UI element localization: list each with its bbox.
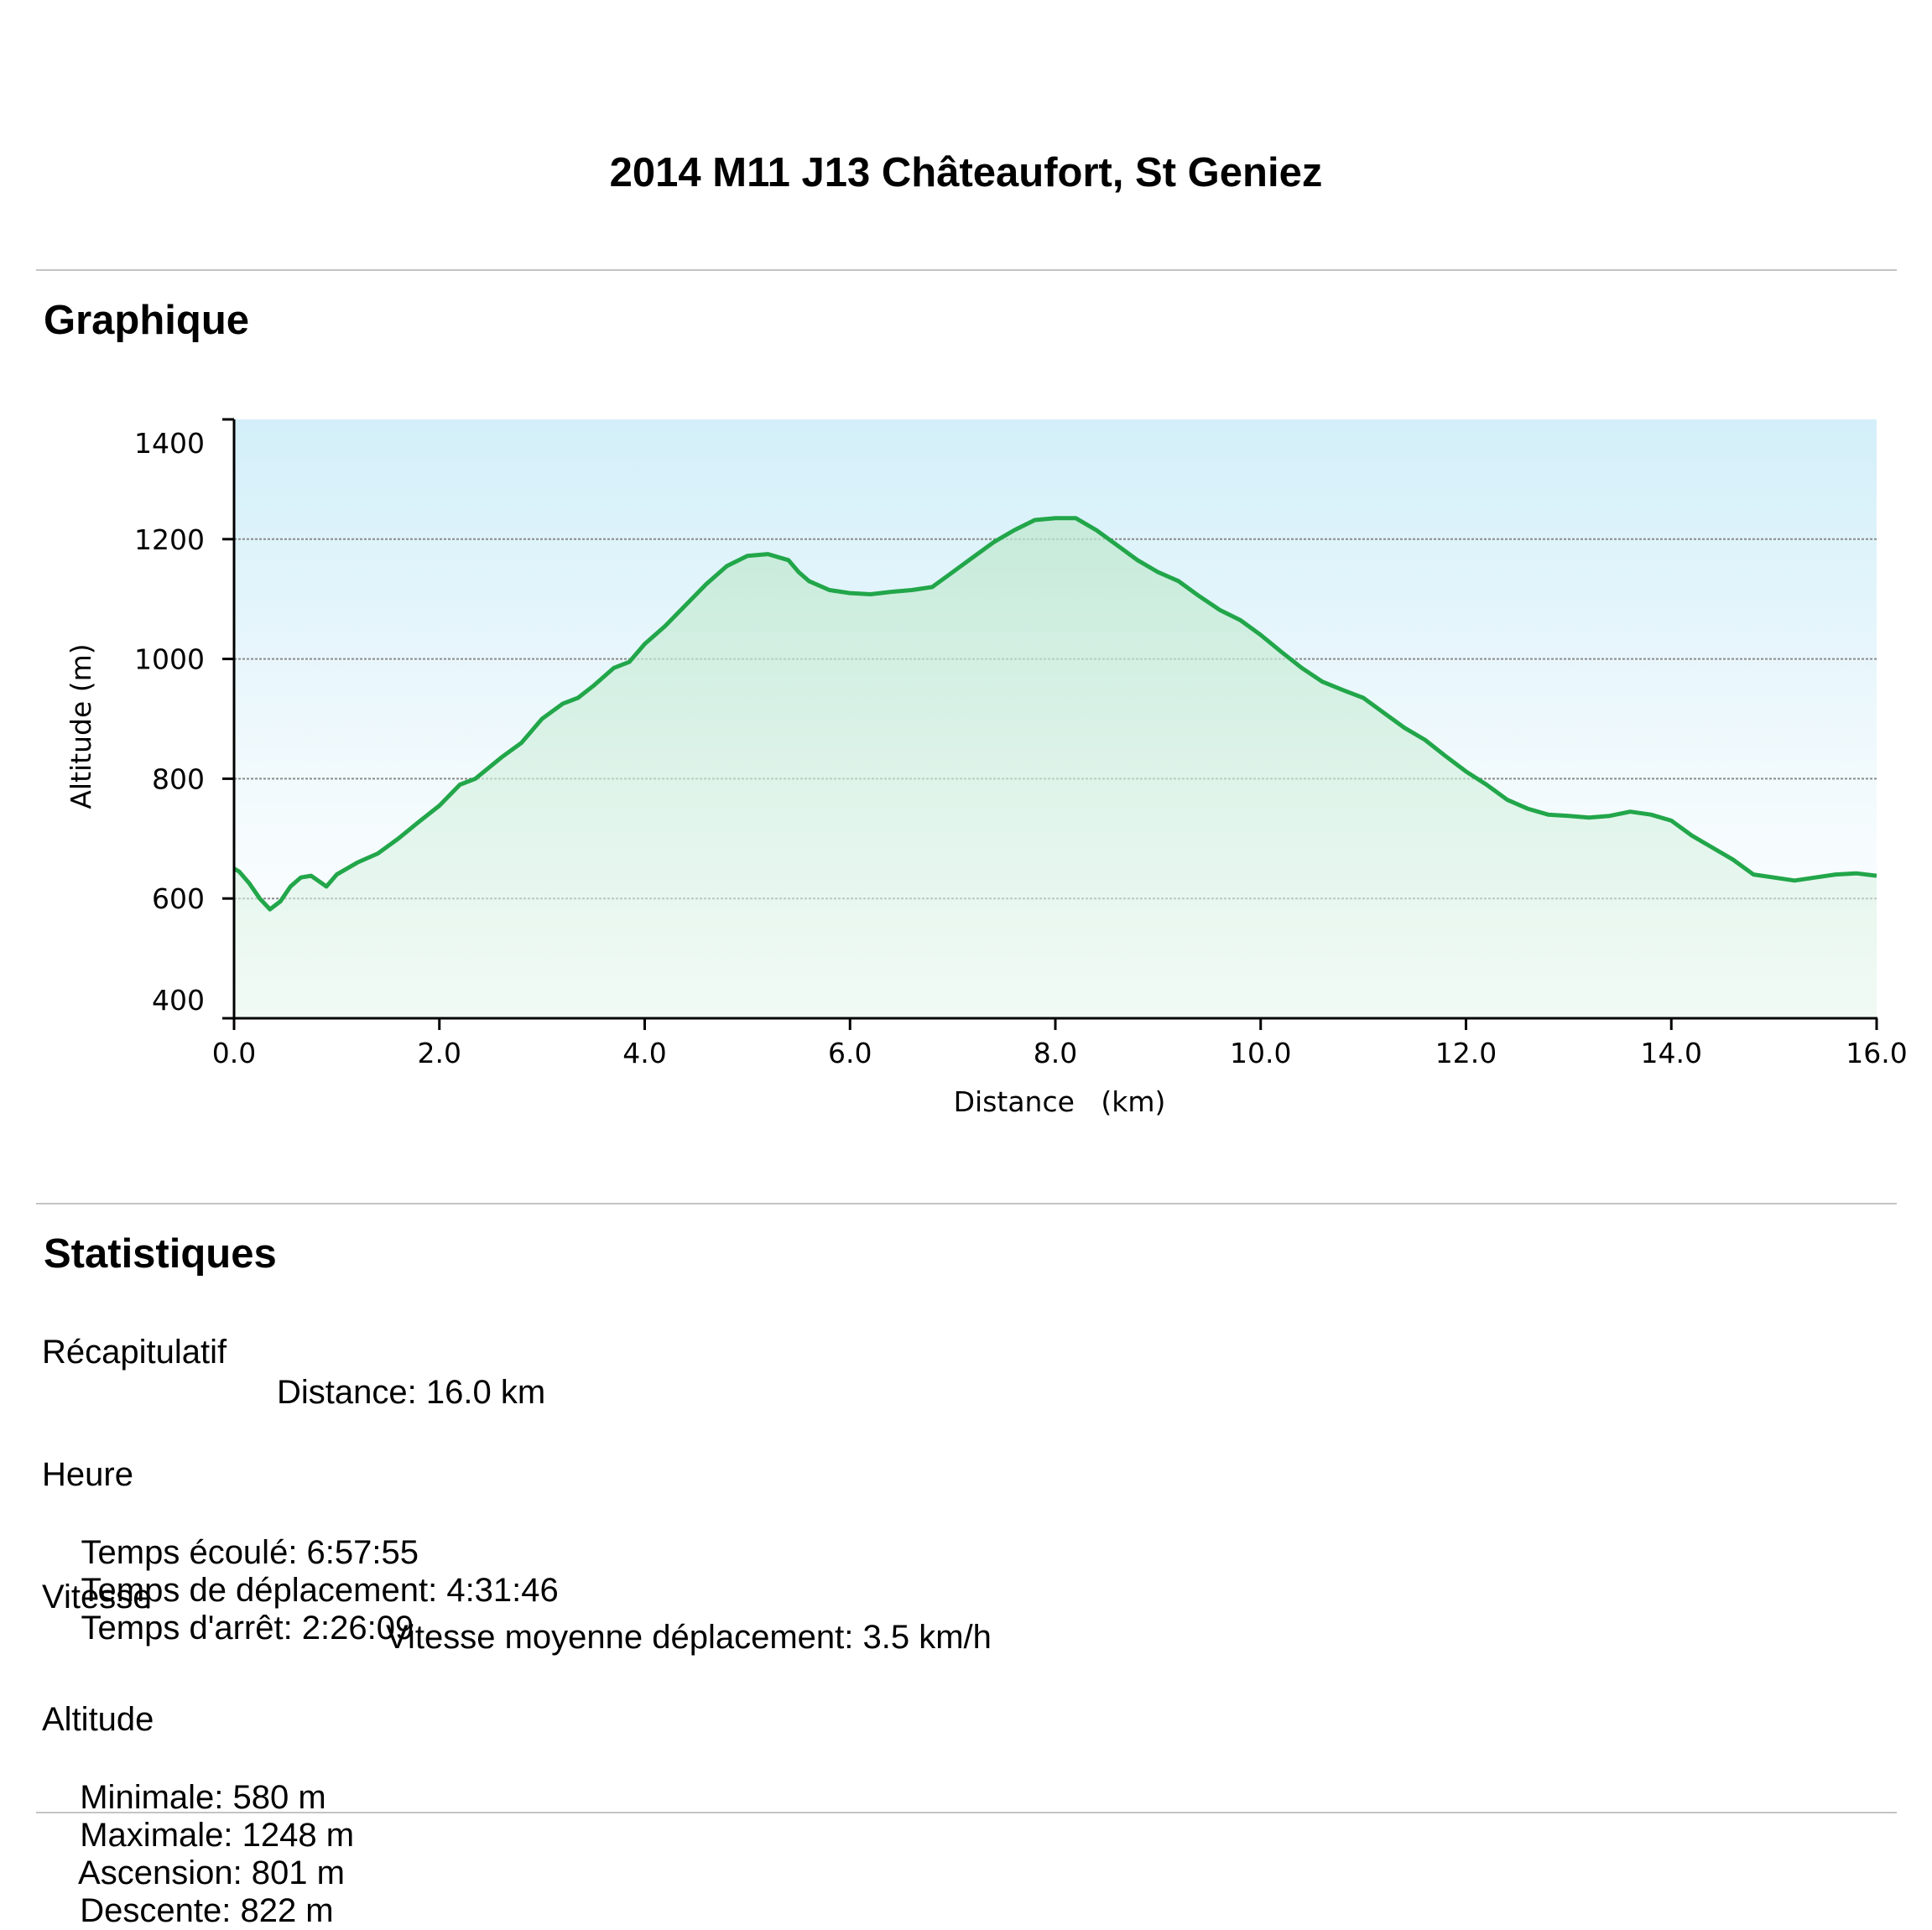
x-tick-label: 4.0 bbox=[622, 1037, 666, 1069]
time-stats: Temps écoulé: 6:57:55 Temps de déplaceme… bbox=[63, 1496, 581, 1647]
x-axis-label: Distance (km) bbox=[954, 1085, 1166, 1118]
y-tick-label: 1200 bbox=[134, 523, 205, 556]
average-moving-speed: Vitesse moyenne déplacement: 3.5 km/h bbox=[386, 1619, 992, 1656]
y-axis-label: Altitude (m) bbox=[65, 643, 97, 809]
stats-section-heading: Statistiques bbox=[44, 1231, 277, 1277]
elevation-chart: 0.0 2.0 4.0 6.0 8.0 10.0 12.0 14.0 16.0 400 600 80… bbox=[65, 418, 1908, 1118]
y-tick-label: 400 bbox=[152, 984, 205, 1017]
recap-heading: Récapitulatif bbox=[42, 1334, 227, 1371]
altitude-heading: Altitude bbox=[42, 1701, 154, 1738]
x-tick-label: 14.0 bbox=[1641, 1037, 1702, 1069]
y-tick-label: 600 bbox=[152, 882, 205, 915]
elevation-area bbox=[234, 518, 1877, 1018]
divider bbox=[36, 269, 1897, 271]
x-tick-label: 6.0 bbox=[828, 1037, 872, 1069]
altitude-stats: Minimale: 580 m Maximale: 1248 m Ascensi… bbox=[61, 1741, 376, 1930]
divider bbox=[36, 1812, 1897, 1813]
min-altitude: Minimale: 580 m bbox=[80, 1779, 326, 1816]
max-altitude: Maximale: 1248 m bbox=[80, 1817, 355, 1854]
x-tick-label: 10.0 bbox=[1230, 1037, 1291, 1069]
recap-distance: Distance: 16.0 km bbox=[277, 1374, 546, 1411]
elapsed-time: Temps écoulé: 6:57:55 bbox=[81, 1534, 419, 1571]
ascent: Ascension: 801 m bbox=[78, 1855, 345, 1891]
y-tick-label: 1400 bbox=[134, 427, 205, 460]
x-tick-label: 0.0 bbox=[212, 1037, 256, 1069]
page-title: 2014 M11 J13 Châteaufort, St Geniez bbox=[609, 150, 1323, 195]
elevation-line bbox=[232, 516, 1877, 912]
descent: Descente: 822 m bbox=[80, 1892, 334, 1929]
x-tick-label: 16.0 bbox=[1846, 1037, 1907, 1069]
time-heading: Heure bbox=[42, 1456, 133, 1493]
stopped-time: Temps d'arrêt: 2:26:09 bbox=[81, 1610, 414, 1646]
moving-time: Temps de déplacement: 4:31:46 bbox=[81, 1572, 559, 1609]
speed-heading: Vitesse bbox=[42, 1579, 152, 1615]
chart-section-heading: Graphique bbox=[44, 298, 250, 343]
x-tick-label: 8.0 bbox=[1034, 1037, 1077, 1069]
x-tick-label: 12.0 bbox=[1435, 1037, 1497, 1069]
y-tick-label: 800 bbox=[152, 762, 205, 795]
y-tick-label: 1000 bbox=[134, 643, 205, 676]
x-tick-label: 2.0 bbox=[418, 1037, 461, 1069]
divider bbox=[36, 1203, 1897, 1204]
